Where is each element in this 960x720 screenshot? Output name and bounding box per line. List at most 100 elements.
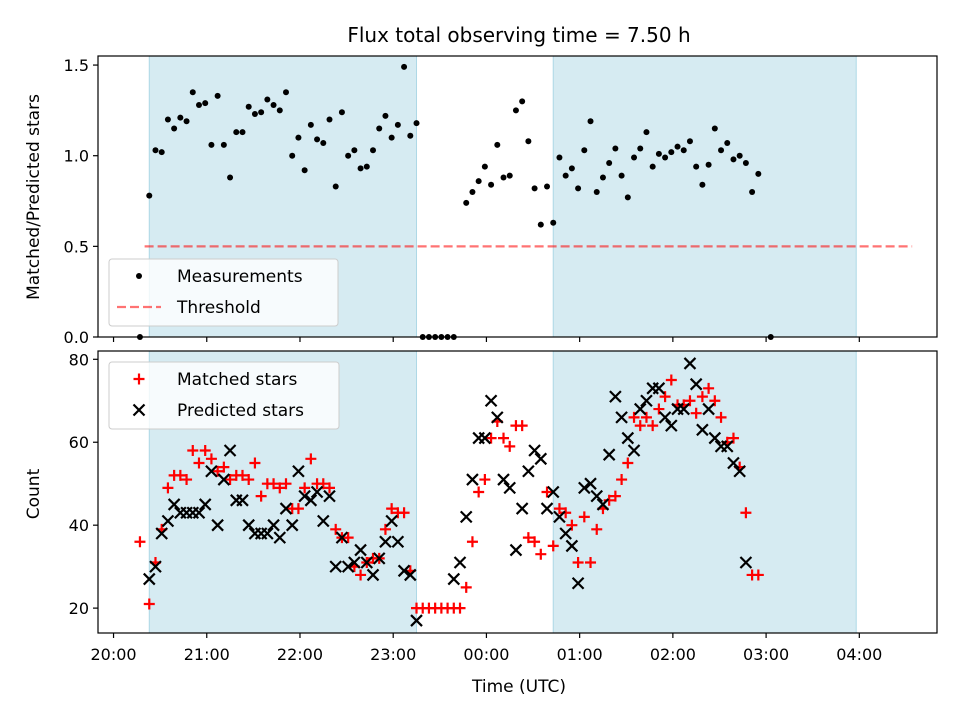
matched-point	[330, 523, 342, 535]
matched-point	[162, 482, 174, 494]
matched-point	[398, 507, 410, 519]
predicted-point	[640, 394, 653, 408]
measurement-point	[488, 181, 495, 188]
measurement-point	[463, 199, 470, 206]
predicted-point	[590, 489, 604, 503]
matched-point	[460, 581, 472, 593]
matched-point	[218, 461, 230, 473]
predicted-point	[348, 556, 361, 569]
measurement-point	[295, 134, 302, 141]
matched-point	[516, 420, 528, 432]
measurement-point	[183, 118, 190, 125]
matched-point	[603, 494, 615, 506]
matched-point	[236, 469, 248, 481]
matched-point	[547, 540, 559, 552]
legend-measurement-marker	[136, 273, 142, 279]
predicted-point	[565, 539, 579, 553]
predicted-point	[372, 552, 386, 565]
measurement-point	[239, 129, 246, 136]
measurement-points	[136, 63, 774, 340]
measurement-point	[531, 185, 538, 192]
measurement-point	[158, 149, 165, 156]
predicted-point	[578, 481, 591, 495]
matched-point	[703, 382, 715, 394]
measurement-point	[301, 167, 308, 174]
measurement-point	[289, 152, 296, 159]
top-y-tick-label: 0.0	[64, 328, 89, 347]
predicted-point	[317, 514, 330, 528]
measurement-point	[550, 219, 557, 226]
matched-point	[143, 598, 155, 610]
matched-point	[473, 486, 485, 498]
bottom-y-tick-label: 60	[69, 433, 89, 452]
predicted-point	[727, 456, 740, 470]
matched-point	[292, 503, 304, 515]
matched-point	[727, 432, 739, 444]
x-tick-label: 21:00	[184, 645, 230, 664]
predicted-point	[310, 485, 324, 499]
measurement-point	[662, 154, 669, 161]
measurement-point	[618, 172, 625, 179]
predicted-point	[459, 510, 473, 524]
measurement-point	[164, 116, 171, 123]
matched-point	[355, 569, 367, 581]
top-y-tick-label: 0.5	[64, 237, 89, 256]
chart-title: Flux total observing time = 7.50 h	[347, 23, 690, 47]
measurement-point	[686, 138, 693, 145]
measurement-point	[233, 129, 240, 136]
matched-point	[653, 403, 665, 415]
predicted-point	[652, 382, 666, 395]
predicted-point	[453, 556, 467, 569]
measurement-point	[338, 109, 345, 116]
measurement-point	[376, 125, 383, 132]
predicted-point	[596, 498, 610, 511]
matched-point	[566, 519, 578, 531]
matched-point	[134, 536, 146, 548]
measurement-point	[631, 154, 638, 161]
bottom-y-tick-label: 20	[69, 599, 89, 618]
measurement-point	[320, 140, 327, 147]
predicted-point	[553, 510, 566, 524]
bottom-panel: 20 40 60 80 20:00 21:00 22:00 23:00 00:00 01:00 02…	[69, 350, 938, 664]
measurement-point	[475, 178, 482, 185]
matched-point	[243, 474, 255, 486]
predicted-point	[167, 498, 181, 511]
matched-point	[529, 536, 541, 548]
x-axis-label: Time (UTC)	[471, 677, 566, 697]
predicted-point	[689, 377, 703, 391]
measurement-point	[351, 147, 358, 154]
bottom-y-axis-label: Count	[24, 468, 44, 519]
measurement-point	[251, 111, 258, 118]
measurement-point	[593, 188, 600, 195]
top-y-tick-label: 1.5	[64, 56, 89, 75]
measurement-point	[214, 92, 221, 99]
predicted-point	[559, 527, 572, 540]
predicted-point	[192, 506, 206, 520]
predicted-point	[528, 444, 541, 457]
matched-point	[690, 407, 702, 419]
measurement-point	[711, 125, 718, 132]
predicted-point	[522, 464, 535, 478]
measurement-point	[332, 183, 339, 190]
measurement-point	[152, 147, 159, 154]
matched-point	[591, 523, 603, 535]
bottom-y-tick-label: 80	[69, 350, 89, 369]
measurement-point	[525, 138, 532, 145]
measurement-point	[568, 165, 575, 172]
top-panel: 0.0 0.5 1.0 1.5 Measurements Threshold	[64, 55, 938, 347]
measurement-point	[606, 159, 613, 166]
measurement-point	[674, 143, 681, 150]
measurement-point	[693, 163, 700, 170]
measurement-point	[370, 147, 377, 154]
measurement-point	[481, 163, 488, 170]
predicted-point	[602, 448, 616, 461]
predicted-point	[665, 419, 678, 432]
predicted-point	[497, 473, 510, 486]
measurement-point	[494, 141, 501, 148]
measurement-point	[680, 147, 687, 154]
measurement-point	[742, 159, 749, 166]
predicted-point	[627, 444, 641, 457]
measurement-point	[357, 165, 364, 172]
measurement-point	[649, 163, 656, 170]
measurement-point	[500, 174, 507, 181]
